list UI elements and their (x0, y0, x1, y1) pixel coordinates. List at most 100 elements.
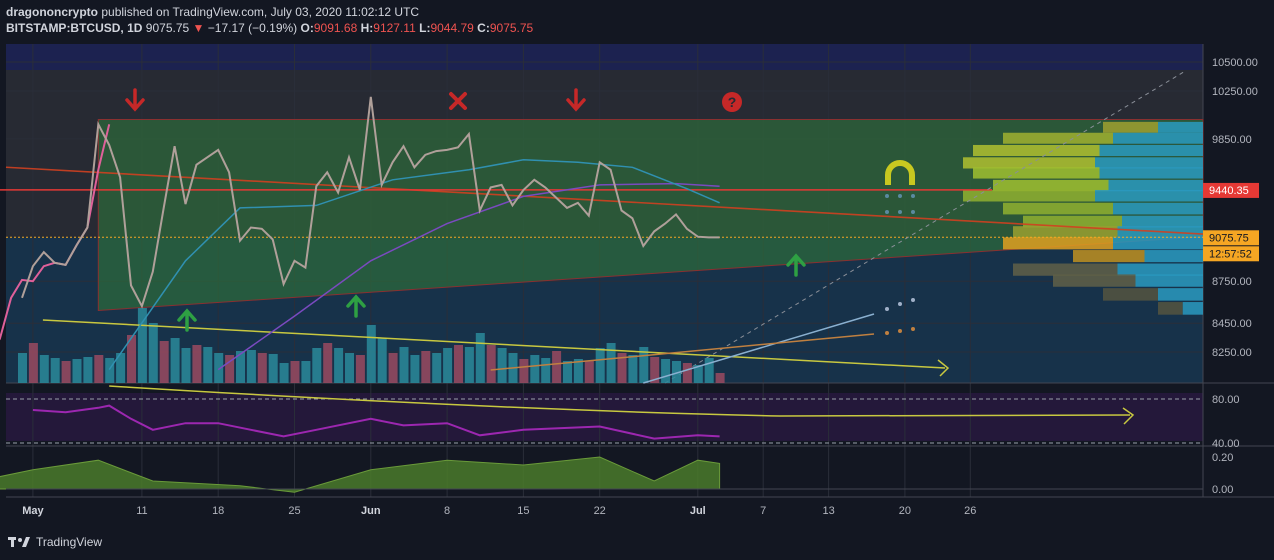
volume-bar-58 (650, 357, 660, 383)
volume-bar-46 (519, 359, 529, 383)
brand-name: TradingView (36, 535, 103, 549)
volume-bar-36 (410, 355, 420, 383)
cross-mark-icon (449, 92, 467, 110)
osc-tick-label-1: 0.00 (1212, 484, 1233, 496)
volume-bar-57 (639, 347, 649, 383)
volume-bar-28 (323, 343, 333, 383)
tradingview-brand[interactable]: TradingView (8, 533, 102, 551)
oscillator-area (0, 456, 721, 493)
rsi-trend-arrowhead-icon (1122, 407, 1135, 425)
volume-profile-bar-13 (1053, 274, 1136, 287)
projection-dot-5 (911, 210, 915, 214)
volume-bar-61 (682, 363, 692, 383)
volume-bar-41 (464, 347, 474, 383)
low-value: 9044.79 (430, 21, 474, 35)
volume-bar-16 (192, 345, 202, 383)
volume-bar-12 (148, 323, 158, 383)
volume-bar-63 (704, 358, 714, 383)
volume-profile-bar-right-8 (1122, 215, 1203, 228)
time-tick-label-11: 20 (899, 505, 911, 517)
volume-profile-bar-right-11 (1144, 250, 1203, 263)
volume-bar-6 (83, 357, 93, 383)
volume-profile-bar-11 (1073, 250, 1145, 263)
projection-dashed-line (664, 70, 1186, 384)
volume-bar-14 (170, 338, 180, 383)
rsi-line (32, 404, 720, 440)
volume-bar-22 (257, 353, 267, 383)
volume-bar-25 (290, 361, 300, 383)
projection-dot-4 (898, 210, 902, 214)
volume-profile-bar-right-13 (1135, 274, 1203, 287)
volume-profile-bar-0 (1103, 121, 1158, 133)
volume-bar-49 (552, 351, 562, 383)
tradingview-logo-icon (8, 537, 30, 547)
volume-profile-bar-15 (1158, 302, 1183, 315)
volume-profile-bar-right-12 (1117, 263, 1203, 276)
up-arrow-icon-3 (786, 253, 806, 277)
rising-ma-orange (490, 333, 875, 371)
volume-bar-31 (355, 355, 365, 383)
volume-profile-bar-8 (1023, 215, 1122, 228)
volume-bar-9 (116, 353, 126, 383)
volume-bar-51 (573, 359, 583, 383)
time-tick-label-0: May (22, 505, 44, 517)
volume-trendline (42, 319, 946, 369)
volume-bar-26 (301, 361, 311, 383)
close-price-line (21, 96, 720, 309)
price-tick-label-0: 10500.00 (1212, 57, 1258, 69)
publish-info: dragononcrypto published on TradingView.… (6, 5, 419, 19)
volume-bar-35 (399, 347, 409, 383)
volume-bar-11 (137, 308, 147, 383)
projection-dot-blue-0 (885, 307, 889, 311)
projection-dot-1 (898, 194, 902, 198)
volume-bar-38 (432, 353, 442, 383)
osc-tick-label-0: 0.20 (1212, 452, 1233, 464)
time-tick-label-7: 22 (594, 505, 606, 517)
volume-profile-bar-12 (1013, 263, 1118, 276)
time-tick-label-6: 15 (517, 505, 529, 517)
volume-bar-5 (72, 359, 82, 383)
volume-profile-bar-6 (963, 189, 1095, 202)
volume-bar-43 (486, 345, 496, 383)
volume-profile-bar-right-4 (1099, 167, 1203, 179)
high-value: 9127.11 (373, 21, 416, 35)
volume-bar-7 (94, 355, 104, 383)
open-value: 9091.68 (313, 21, 358, 35)
volume-profile-bar-9 (1013, 226, 1118, 239)
top-band-zone (6, 44, 1203, 70)
volume-profile-bar-3 (963, 157, 1095, 169)
rising-ma-blue (643, 313, 875, 384)
volume-bar-34 (388, 353, 398, 383)
volume-bar-0 (18, 353, 27, 383)
close-value: 9075.75 (489, 21, 534, 35)
price-label-text-0: 9440.35 (1209, 185, 1249, 197)
falling-trendline (5, 166, 1204, 235)
time-tick-label-10: 13 (822, 505, 834, 517)
volume-bar-50 (563, 361, 572, 383)
volume-bar-13 (159, 341, 169, 383)
volume-bar-19 (225, 355, 235, 383)
volume-profile-bar-right-5 (1108, 179, 1203, 192)
projection-dot-orange-0 (885, 331, 889, 335)
volume-bar-37 (421, 351, 431, 383)
last-price: 9075.75 (145, 21, 190, 35)
volume-bar-33 (377, 338, 387, 383)
question-mark-icon (722, 92, 742, 112)
volume-bar-21 (246, 350, 256, 383)
volume-bar-10 (127, 335, 136, 383)
volume-bar-15 (181, 348, 191, 383)
high-label: H: (360, 21, 374, 35)
symbol-label[interactable]: BITSTAMP:BTCUSD, 1D (6, 21, 143, 35)
volume-bar-3 (50, 358, 60, 383)
volume-bar-60 (672, 361, 681, 383)
projection-dot-blue-1 (898, 302, 902, 306)
volume-profile-bar-right-15 (1182, 302, 1203, 315)
volume-profile-bar-right-6 (1095, 189, 1203, 202)
down-arrow-icon-2 (566, 88, 586, 112)
low-label: L: (419, 21, 431, 35)
volume-profile-bar-2 (973, 144, 1100, 157)
price-label-box-0 (1203, 182, 1259, 198)
projection-dot-3 (885, 210, 889, 214)
volume-bar-53 (595, 348, 605, 383)
